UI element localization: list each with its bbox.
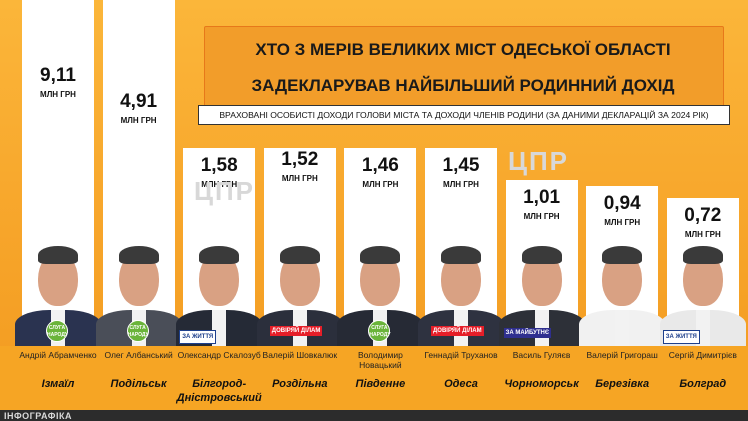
party-badge: ЗА ЖИТТЯ [179, 330, 217, 344]
city-label: Болград [679, 378, 727, 390]
party-badge: ЗА МАЙБУТНЄ [503, 328, 552, 338]
names-band [0, 346, 748, 410]
chart-subtitle: ВРАХОВАНІ ОСОБИСТІ ДОХОДИ ГОЛОВИ МІСТА Т… [198, 105, 730, 125]
party-badge: ДОВІРЯЙ ДІЛАМ [431, 326, 484, 336]
city-label: Південне [355, 378, 406, 390]
city-label: Ізмаїл [41, 378, 75, 390]
mayor-name: Василь Гуляєв [512, 350, 571, 360]
mayor-name: Володимир Новацький [357, 350, 403, 370]
watermark-logo: ЦПР [508, 146, 570, 176]
mayor-portrait [577, 238, 667, 346]
mayor-portrait [174, 238, 264, 346]
party-badge: ДОВІРЯЙ ДІЛАМ [269, 326, 323, 336]
mayor-name: Валерій Шовкалюк [262, 350, 338, 360]
city-label: Роздільна [272, 378, 328, 390]
mayor-name: Андрій Абрамченко [19, 350, 97, 360]
credit-label: ІНФОГРАФІКА [4, 411, 72, 421]
chart-title-line2: ЗАДЕКЛАРУВАВ НАЙБІЛЬШИЙ РОДИННИЙ ДОХІД [251, 76, 675, 95]
party-badge: ЗА ЖИТТЯ [662, 330, 700, 344]
footer-strip [0, 410, 748, 421]
watermark-logo: ЦПР [194, 176, 256, 206]
mayor-name: Валерій Григораш [586, 350, 658, 360]
mayor-name: Олег Албанський [104, 350, 173, 360]
chart-title-line1: ХТО З МЕРІВ ВЕЛИКИХ МІСТ ОДЕСЬКОЇ ОБЛАСТ… [255, 40, 671, 59]
mayor-name: Олександр Скалозуб [177, 350, 261, 360]
city-label: Білгород-Дністровський [176, 378, 262, 404]
mayor-portrait [335, 238, 425, 346]
party-badge: СЛУГА НАРОДУ [368, 320, 390, 342]
city-label: Березівка [595, 378, 650, 390]
party-badge: СЛУГА НАРОДУ [126, 320, 149, 342]
party-badge: СЛУГА НАРОДУ [46, 320, 68, 342]
mayor-portrait [13, 238, 103, 346]
mayor-name: Геннадій Труханов [424, 350, 498, 360]
mayor-name: Сергій Димитрієв [668, 350, 737, 360]
city-label: Чорноморськ [504, 378, 579, 390]
city-label: Подільськ [110, 378, 167, 390]
city-label: Одеса [444, 378, 478, 390]
